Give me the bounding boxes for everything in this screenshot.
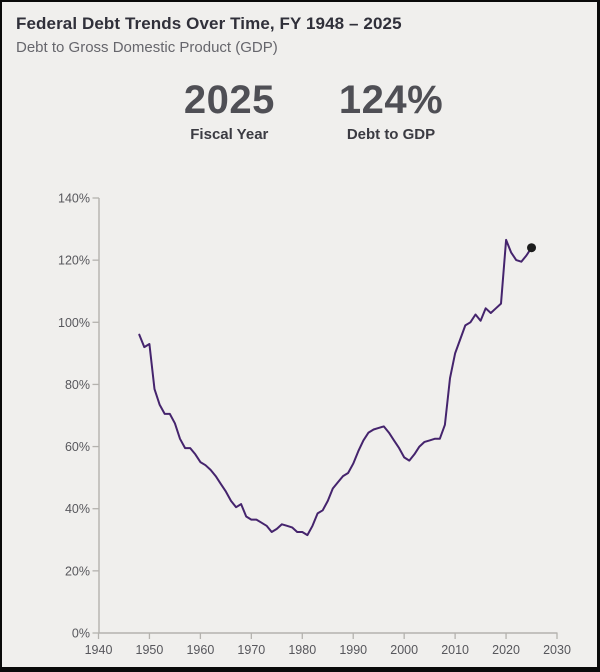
fiscal-year-stat: 2025 Fiscal Year [184, 78, 275, 143]
x-tick-label: 2000 [390, 643, 418, 657]
x-tick-label: 1960 [186, 643, 214, 657]
y-tick-label: 20% [65, 564, 90, 578]
y-tick-label: 60% [65, 440, 90, 454]
x-tick-label: 2020 [492, 643, 520, 657]
y-tick-label: 140% [58, 192, 90, 206]
page-title: Federal Debt Trends Over Time, FY 1948 –… [16, 14, 402, 33]
y-tick-label: 100% [58, 316, 90, 330]
stats-row: 2025 Fiscal Year 124% Debt to GDP [2, 78, 597, 143]
x-tick-label: 2010 [441, 643, 469, 657]
fiscal-year-label: Fiscal Year [190, 125, 269, 143]
latest-point-marker [527, 243, 537, 253]
debt-line [138, 238, 533, 537]
y-tick-label: 40% [65, 502, 90, 516]
x-tick-label: 1980 [288, 643, 316, 657]
debt-to-gdp-value: 124% [338, 78, 444, 122]
chart-header: Federal Debt Trends Over Time, FY 1948 –… [2, 2, 597, 56]
y-tick-label: 80% [65, 378, 90, 392]
page-subtitle: Debt to Gross Domestic Product (GDP) [16, 39, 278, 56]
debt-line-chart[interactable]: 0% 20% 40% 60% 80% 100% 120% 140% 1940 1950 1960 19… [2, 182, 597, 667]
x-tick-label: 1940 [85, 643, 113, 657]
x-tick-label: 1950 [136, 643, 164, 657]
y-tick-label: 0% [72, 627, 90, 641]
debt-to-gdp-label: Debt to GDP [346, 125, 436, 143]
debt-to-gdp-stat: 124% Debt to GDP [339, 78, 443, 143]
y-tick-label: 120% [58, 254, 90, 268]
x-tick-label: 1990 [339, 643, 367, 657]
fiscal-year-value: 2025 [183, 78, 275, 122]
x-tick-label: 2030 [543, 643, 571, 657]
x-tick-label: 1970 [237, 643, 265, 657]
